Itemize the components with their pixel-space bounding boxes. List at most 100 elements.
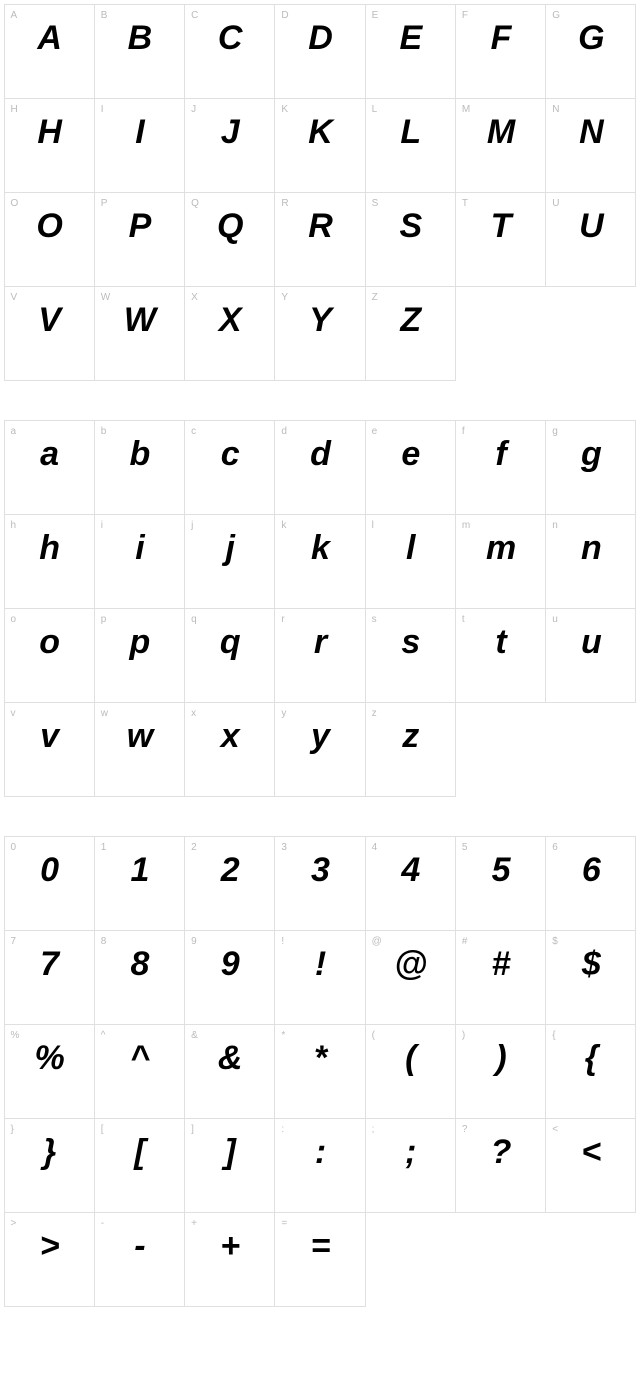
glyph-cell: ** bbox=[274, 1024, 365, 1119]
glyph-display: ] bbox=[185, 1133, 274, 1172]
glyph-cell: ## bbox=[455, 930, 546, 1025]
glyph-display: 8 bbox=[95, 945, 184, 984]
glyph-cell: AA bbox=[4, 4, 95, 99]
glyph-cell: }} bbox=[4, 1118, 95, 1213]
glyph-display: T bbox=[456, 207, 545, 246]
glyph-display: L bbox=[366, 113, 455, 152]
glyph-display: v bbox=[5, 717, 94, 756]
glyph-display: P bbox=[95, 207, 184, 246]
glyph-display: ? bbox=[456, 1133, 545, 1172]
glyph-display: H bbox=[5, 113, 94, 152]
glyph-display: ; bbox=[366, 1133, 455, 1172]
glyph-cell: hh bbox=[4, 514, 95, 609]
glyph-cell: kk bbox=[274, 514, 365, 609]
glyph-cell: BB bbox=[94, 4, 185, 99]
glyph-cell: LL bbox=[365, 98, 456, 193]
glyph-cell: MM bbox=[455, 98, 546, 193]
glyph-cell: 55 bbox=[455, 836, 546, 931]
glyph-cell: gg bbox=[545, 420, 636, 515]
glyph-display: w bbox=[95, 717, 184, 756]
glyph-cell: 22 bbox=[184, 836, 275, 931]
glyph-cell: zz bbox=[365, 702, 456, 797]
glyph-display: O bbox=[5, 207, 94, 246]
glyph-display: n bbox=[546, 529, 635, 568]
glyph-cell: HH bbox=[4, 98, 95, 193]
glyph-cell: %% bbox=[4, 1024, 95, 1119]
glyph-display: @ bbox=[366, 945, 455, 984]
glyph-cell: XX bbox=[184, 286, 275, 381]
glyph-cell: {{ bbox=[545, 1024, 636, 1119]
glyph-display: J bbox=[185, 113, 274, 152]
glyph-cell: 44 bbox=[365, 836, 456, 931]
glyph-display: S bbox=[366, 207, 455, 246]
glyph-display: e bbox=[366, 435, 455, 474]
glyph-cell: 77 bbox=[4, 930, 95, 1025]
glyph-cell: 11 bbox=[94, 836, 185, 931]
glyph-cell: 99 bbox=[184, 930, 275, 1025]
glyph-cell: -- bbox=[94, 1212, 185, 1307]
glyph-display: a bbox=[5, 435, 94, 474]
glyph-cell: rr bbox=[274, 608, 365, 703]
glyph-display: X bbox=[185, 301, 274, 340]
glyph-cell: ff bbox=[455, 420, 546, 515]
glyph-display: 7 bbox=[5, 945, 94, 984]
glyph-cell: EE bbox=[365, 4, 456, 99]
glyph-cell: oo bbox=[4, 608, 95, 703]
glyph-cell: aa bbox=[4, 420, 95, 515]
glyph-display: I bbox=[95, 113, 184, 152]
glyph-cell: :: bbox=[274, 1118, 365, 1213]
glyph-cell: UU bbox=[545, 192, 636, 287]
glyph-display: z bbox=[366, 717, 455, 756]
glyph-cell: ss bbox=[365, 608, 456, 703]
glyph-cell: ii bbox=[94, 514, 185, 609]
glyph-display: ^ bbox=[95, 1039, 184, 1078]
glyph-cell: bb bbox=[94, 420, 185, 515]
glyph-cell: (( bbox=[365, 1024, 456, 1119]
glyph-cell: cc bbox=[184, 420, 275, 515]
glyph-display: } bbox=[5, 1133, 94, 1172]
glyph-display: b bbox=[95, 435, 184, 474]
glyph-display: j bbox=[185, 529, 274, 568]
glyph-cell: dd bbox=[274, 420, 365, 515]
glyph-grid: aabbccddeeffgghhiijjkkllmmnnooppqqrrsstt… bbox=[4, 420, 636, 796]
glyph-display: i bbox=[95, 529, 184, 568]
glyph-display: M bbox=[456, 113, 545, 152]
glyph-cell: VV bbox=[4, 286, 95, 381]
glyph-display: D bbox=[275, 19, 364, 58]
glyph-display: > bbox=[5, 1227, 94, 1266]
glyph-cell: JJ bbox=[184, 98, 275, 193]
glyph-display: G bbox=[546, 19, 635, 58]
glyph-display: # bbox=[456, 945, 545, 984]
glyph-display: p bbox=[95, 623, 184, 662]
glyph-display: [ bbox=[95, 1133, 184, 1172]
glyph-cell: tt bbox=[455, 608, 546, 703]
glyph-cell: TT bbox=[455, 192, 546, 287]
glyph-display: y bbox=[275, 717, 364, 756]
section-symbols: 00112233445566778899!!@@##$$%%^^&&**(())… bbox=[4, 836, 636, 1306]
glyph-cell: yy bbox=[274, 702, 365, 797]
glyph-display: q bbox=[185, 623, 274, 662]
glyph-grid: 00112233445566778899!!@@##$$%%^^&&**(())… bbox=[4, 836, 636, 1306]
glyph-cell: SS bbox=[365, 192, 456, 287]
glyph-cell: $$ bbox=[545, 930, 636, 1025]
glyph-display: ! bbox=[275, 945, 364, 984]
glyph-cell: == bbox=[274, 1212, 365, 1307]
glyph-cell: && bbox=[184, 1024, 275, 1119]
glyph-cell: OO bbox=[4, 192, 95, 287]
glyph-cell: GG bbox=[545, 4, 636, 99]
glyph-cell: mm bbox=[455, 514, 546, 609]
glyph-display: s bbox=[366, 623, 455, 662]
glyph-display: W bbox=[95, 301, 184, 340]
glyph-cell: 66 bbox=[545, 836, 636, 931]
glyph-display: V bbox=[5, 301, 94, 340]
glyph-display: d bbox=[275, 435, 364, 474]
glyph-cell: ww bbox=[94, 702, 185, 797]
glyph-display: r bbox=[275, 623, 364, 662]
glyph-cell: !! bbox=[274, 930, 365, 1025]
glyph-display: u bbox=[546, 623, 635, 662]
glyph-cell: 88 bbox=[94, 930, 185, 1025]
glyph-cell: >> bbox=[4, 1212, 95, 1307]
glyph-display: Y bbox=[275, 301, 364, 340]
glyph-display: K bbox=[275, 113, 364, 152]
glyph-cell: ll bbox=[365, 514, 456, 609]
